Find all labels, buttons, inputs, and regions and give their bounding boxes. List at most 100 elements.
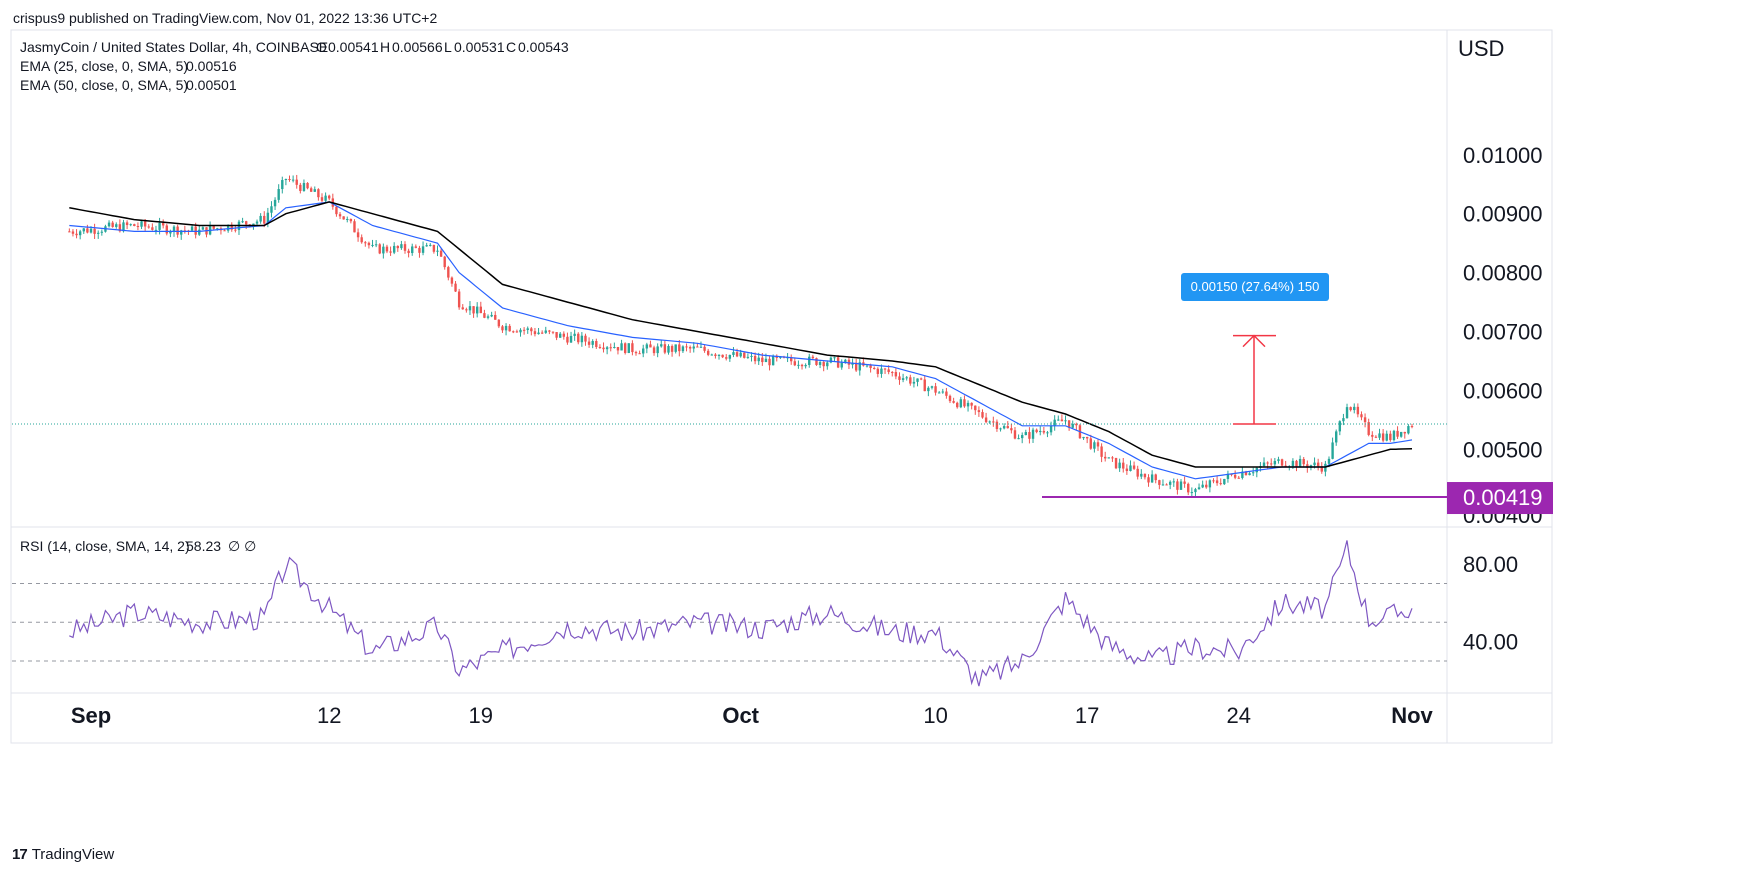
- price-tick-label: 0.01000: [1463, 143, 1543, 168]
- candle-body: [663, 344, 667, 353]
- candle-body: [685, 346, 688, 348]
- candle-body: [1302, 458, 1305, 465]
- candle-body: [620, 343, 623, 351]
- candle-body: [652, 347, 656, 354]
- footer-brand[interactable]: 17 TradingView: [12, 846, 114, 863]
- candle-body: [739, 352, 742, 357]
- measure-tool[interactable]: 0.00150 (27.64%) 150: [1181, 273, 1329, 425]
- candle-body: [1085, 436, 1089, 439]
- candle-body: [335, 206, 338, 215]
- candle-body: [291, 179, 295, 181]
- candle-body: [82, 228, 85, 232]
- candle-body: [1219, 483, 1222, 485]
- candle-body: [721, 354, 724, 358]
- candle-body: [977, 410, 981, 413]
- candle-body: [797, 364, 800, 366]
- candle-body: [317, 189, 320, 198]
- ema25-line[interactable]: [69, 201, 1413, 480]
- candle-body: [172, 226, 176, 232]
- candle-body: [746, 356, 750, 358]
- candle-body: [1082, 436, 1085, 439]
- candle-body: [790, 357, 793, 362]
- candle-body: [753, 355, 757, 362]
- candle-body: [468, 306, 472, 311]
- candle-body: [295, 179, 298, 185]
- candle-body: [1140, 473, 1143, 477]
- support-price-badge: [1447, 482, 1553, 515]
- candle-body: [840, 362, 843, 368]
- candle-body: [1389, 433, 1392, 441]
- candle-body: [981, 412, 984, 418]
- time-tick-label: Nov: [1391, 703, 1433, 728]
- candle-body: [616, 347, 620, 351]
- time-tick-label: Oct: [722, 703, 759, 728]
- candle-body: [512, 331, 515, 333]
- candle-body: [530, 328, 533, 332]
- candle-body: [154, 229, 158, 231]
- candle-body: [1353, 406, 1356, 411]
- candle-body: [277, 189, 280, 200]
- candle-body: [129, 224, 132, 226]
- candle-body: [999, 428, 1002, 430]
- candle-body: [299, 184, 302, 191]
- rsi-pane[interactable]: [12, 540, 1447, 687]
- candle-body: [793, 361, 797, 366]
- candle-body: [1306, 464, 1309, 468]
- candle-body: [432, 244, 436, 252]
- candle-body: [883, 368, 887, 370]
- rsi-tick-label: 80.00: [1463, 552, 1518, 577]
- candle-body: [909, 377, 912, 384]
- candle-body: [880, 368, 883, 374]
- candle-body: [1017, 438, 1020, 440]
- candle-body: [934, 386, 937, 393]
- candle-body: [479, 306, 483, 314]
- candle-body: [418, 247, 421, 253]
- candle-body: [353, 221, 356, 233]
- candle-body: [1316, 462, 1320, 467]
- price-tick-label: 0.00600: [1463, 378, 1543, 403]
- candle-body: [1064, 420, 1067, 422]
- price-pane[interactable]: [12, 174, 1447, 497]
- candle-body: [916, 378, 919, 382]
- legend-rsi-value: 58.23: [186, 538, 221, 554]
- price-tick-label: 0.00900: [1463, 202, 1543, 227]
- candle-body: [642, 348, 645, 354]
- candle-body: [1006, 426, 1009, 429]
- candle-body: [1367, 422, 1370, 435]
- candle-body: [136, 226, 140, 228]
- candle-body: [515, 331, 519, 333]
- candle-body: [472, 306, 475, 314]
- candle-body: [1093, 442, 1096, 449]
- candle-body: [194, 226, 197, 235]
- candle-body: [281, 180, 284, 190]
- publisher-header: crispus9 published on TradingView.com, N…: [13, 10, 438, 26]
- candle-body: [320, 197, 324, 201]
- candle-body: [1179, 481, 1183, 490]
- candle-body: [158, 222, 161, 230]
- candle-body: [230, 224, 233, 230]
- candle-body: [800, 364, 804, 367]
- candle-body: [78, 231, 82, 236]
- candle-body: [226, 224, 230, 231]
- candle-body: [764, 358, 768, 363]
- rsi-line[interactable]: [69, 540, 1413, 687]
- candle-body: [371, 244, 374, 246]
- legend-rsi-extra: ∅ ∅: [228, 538, 256, 554]
- candle-body: [436, 250, 439, 252]
- candle-body: [1298, 458, 1302, 467]
- candle-body: [826, 362, 829, 367]
- candle-body: [670, 346, 674, 352]
- rsi-tick-label: 40.00: [1463, 630, 1518, 655]
- candle-body: [974, 405, 977, 411]
- candle-body: [1190, 492, 1194, 494]
- candle-body: [869, 365, 872, 368]
- candle-body: [627, 343, 630, 353]
- candle-body: [1345, 407, 1349, 419]
- candle-body: [750, 355, 753, 357]
- candle-body: [216, 228, 219, 230]
- candle-body: [86, 228, 89, 233]
- candle-body: [1291, 460, 1295, 467]
- ema50-line[interactable]: [69, 201, 1413, 468]
- candle-body: [71, 231, 75, 234]
